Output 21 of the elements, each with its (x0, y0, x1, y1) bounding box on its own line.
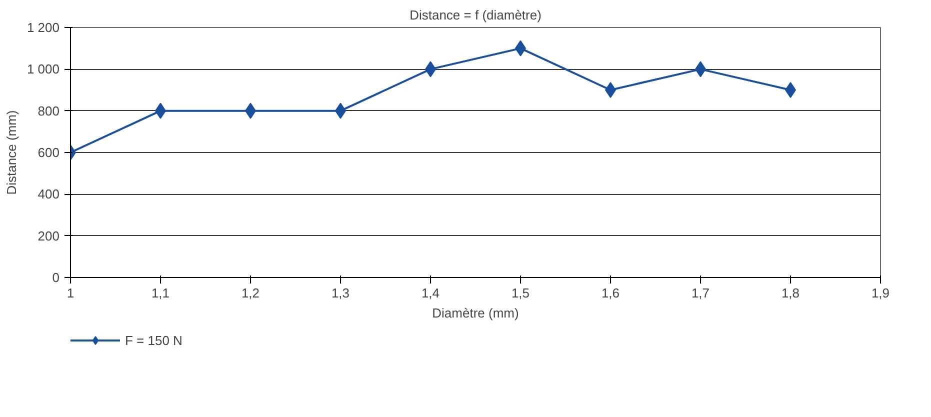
y-tick-label: 1 200 (26, 20, 60, 35)
x-tick-label: 1 (66, 286, 74, 300)
y-tick-label: 0 (52, 270, 60, 285)
legend-label: F = 150 N (125, 332, 182, 348)
x-tick-label: 1,1 (151, 286, 170, 300)
y-tick-label: 600 (38, 145, 60, 160)
y-tick-label: 400 (38, 186, 60, 202)
x-tick-label: 1,9 (871, 286, 890, 300)
x-tick-label: 1,4 (421, 286, 440, 300)
x-tick-label: 1,8 (781, 286, 800, 300)
y-axis-title: Distance (mm) (4, 110, 19, 195)
x-tick-label: 1,5 (511, 286, 530, 300)
x-tick-label: 1,7 (691, 286, 710, 300)
y-tick-label: 1 000 (26, 62, 60, 77)
chart-title: Distance = f (diamètre) (410, 8, 542, 22)
x-tick-label: 1,6 (601, 286, 620, 300)
x-tick-label: 1,3 (331, 286, 350, 300)
y-tick-label: 200 (38, 228, 60, 244)
y-tick-label: 800 (38, 103, 60, 118)
x-axis-title: Diamètre (mm) (432, 306, 519, 320)
x-tick-label: 1,2 (241, 286, 260, 300)
